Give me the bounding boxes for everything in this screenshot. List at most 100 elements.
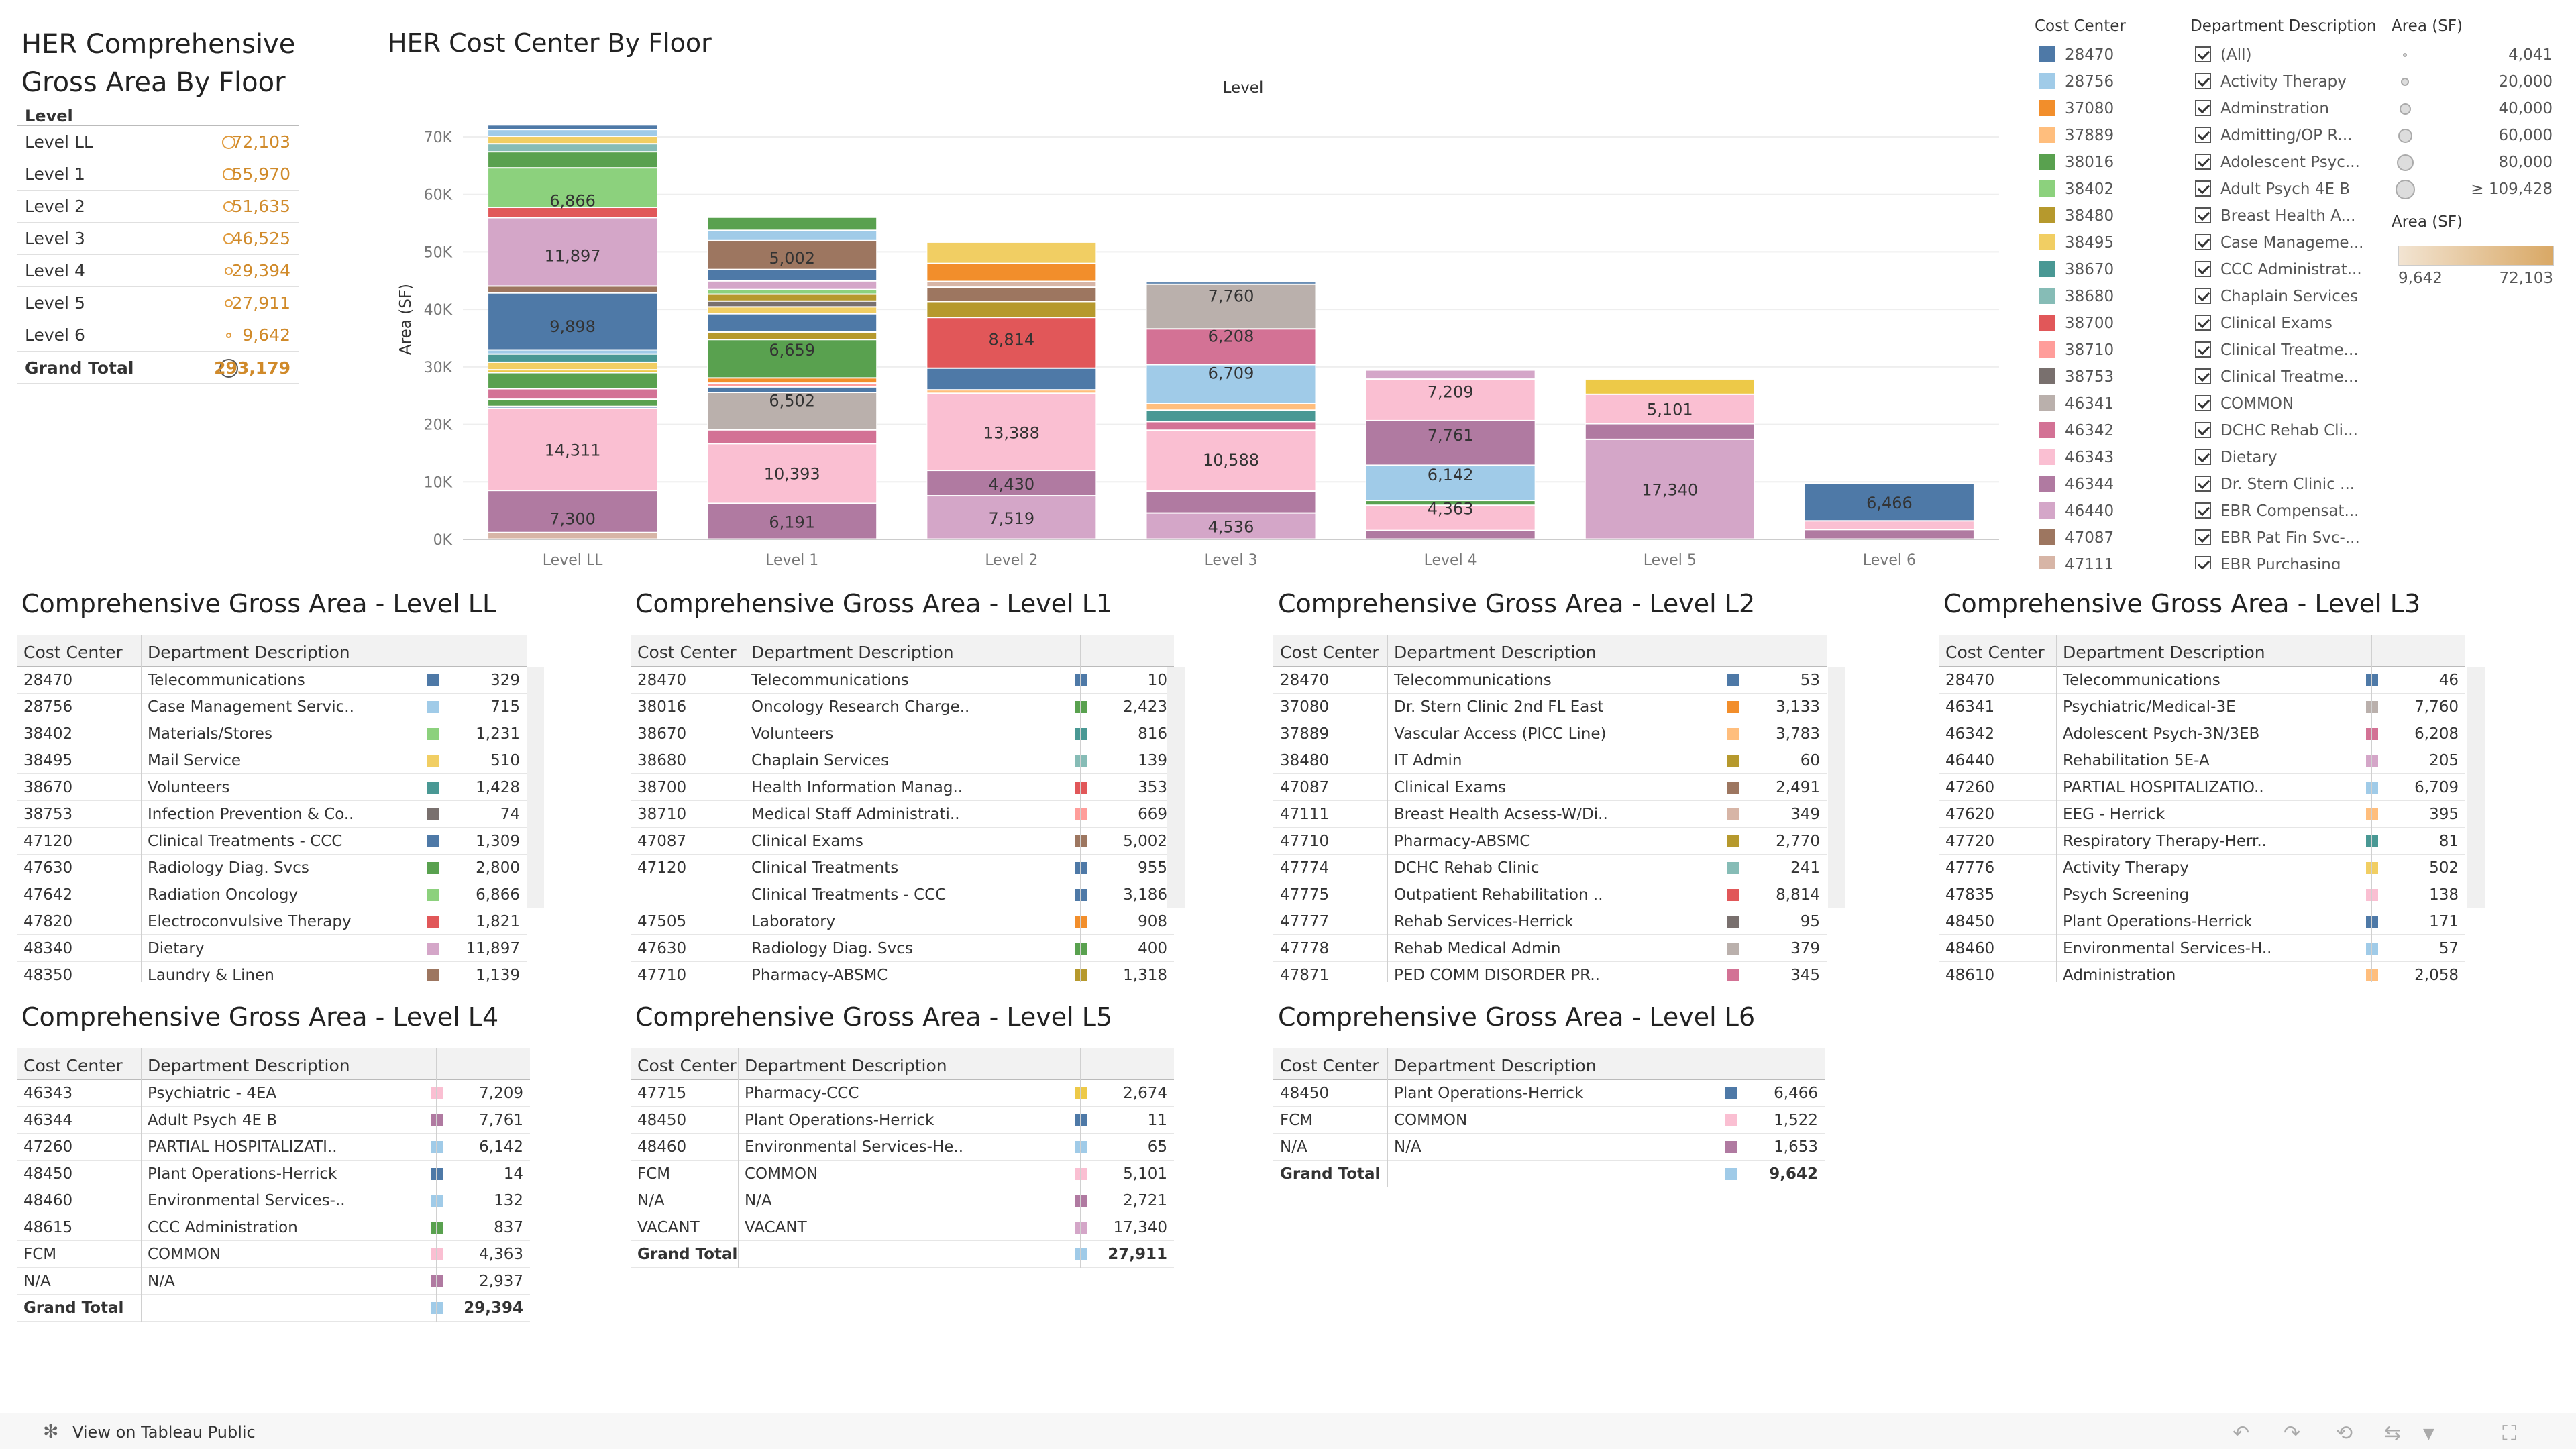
cost-center-legend-item[interactable]: 46440 — [2039, 498, 2174, 525]
table-body[interactable]: 46343 Psychiatric - 4EA 7,209 46344 Adult Ps… — [17, 1080, 530, 1322]
checkbox-checked-icon[interactable] — [2195, 233, 2211, 250]
table-row[interactable]: 47260 PARTIAL HOSPITALIZATI.. 6,142 — [17, 1134, 530, 1161]
department-filter-item[interactable]: Activity Therapy — [2195, 68, 2369, 95]
department-column-header[interactable]: Department Description — [751, 643, 954, 662]
table-row[interactable]: 38710 Medical Staff Administrati.. 669 — [631, 801, 1174, 828]
cost-center-legend-item[interactable]: 38670 — [2039, 256, 2174, 283]
table-row[interactable]: 48450 Plant Operations-Herrick 171 — [1939, 908, 2465, 935]
checkbox-checked-icon[interactable] — [2195, 153, 2211, 170]
table-row[interactable]: 46341 Psychiatric/Medical-3E 7,760 — [1939, 694, 2465, 720]
department-column-header[interactable]: Department Description — [2063, 643, 2265, 662]
department-column-header[interactable]: Department Description — [745, 1056, 947, 1075]
cost-center-legend-item[interactable]: 37080 — [2039, 95, 2174, 122]
cost-center-legend-item[interactable]: 38016 — [2039, 149, 2174, 176]
table-row[interactable]: 47776 Activity Therapy 502 — [1939, 855, 2465, 881]
table-row[interactable]: 48460 Environmental Services-He.. 65 — [631, 1134, 1174, 1161]
table-row[interactable]: 46344 Adult Psych 4E B 7,761 — [17, 1107, 530, 1134]
dropdown-icon[interactable]: ▼ — [2423, 1426, 2434, 1442]
department-filter-item[interactable]: Chaplain Services — [2195, 283, 2369, 310]
cost-center-column-header[interactable]: Cost Center — [637, 1056, 737, 1075]
department-filter-item[interactable]: Clinical Exams — [2195, 310, 2369, 337]
table-body[interactable]: 28470 Telecommunications 53 37080 Dr. Stern … — [1273, 667, 1827, 982]
table-scrollbar[interactable] — [2467, 667, 2485, 908]
stacked-bar-chart[interactable]: Level Area (SF) 0K 10K 20K 30K 40K 50K 60K 70K 7,3… — [376, 67, 1999, 577]
cost-center-legend-item[interactable]: 47111 — [2039, 551, 2174, 569]
checkbox-checked-icon[interactable] — [2195, 72, 2211, 89]
table-body[interactable]: 28470 Telecommunications 46 46341 Psychiatri… — [1939, 667, 2465, 982]
table-row[interactable]: 47087 Clinical Exams 5,002 — [631, 828, 1174, 855]
table-row[interactable]: 47620 EEG - Herrick 395 — [1939, 801, 2465, 828]
table-row[interactable]: 47775 Outpatient Rehabilitation .. 8,814 — [1273, 881, 1827, 908]
table-row[interactable]: 47087 Clinical Exams 2,491 — [1273, 774, 1827, 801]
table-scrollbar[interactable] — [1167, 667, 1185, 908]
table-row[interactable]: 47120 Clinical Treatments 955 — [631, 855, 1174, 881]
table-row[interactable]: 47630 Radiology Diag. Svcs 400 — [631, 935, 1174, 962]
department-filter-item[interactable]: Adolescent Psyc... — [2195, 149, 2369, 176]
department-column-header[interactable]: Department Description — [148, 1056, 350, 1075]
table-row[interactable]: 37080 Dr. Stern Clinic 2nd FL East 3,133 — [1273, 694, 1827, 720]
department-filter-item[interactable]: Dietary — [2195, 444, 2369, 471]
table-row[interactable]: 46343 Psychiatric - 4EA 7,209 — [17, 1080, 530, 1107]
table-row[interactable]: 47720 Respiratory Therapy-Herr.. 81 — [1939, 828, 2465, 855]
checkbox-checked-icon[interactable] — [2195, 555, 2211, 569]
table-row[interactable]: Clinical Treatments - CCC 3,186 — [631, 881, 1174, 908]
table-row[interactable]: 38680 Chaplain Services 139 — [631, 747, 1174, 774]
table-row[interactable]: 38670 Volunteers 816 — [631, 720, 1174, 747]
table-row[interactable]: 47505 Laboratory 908 — [631, 908, 1174, 935]
checkbox-checked-icon[interactable] — [2195, 529, 2211, 545]
cost-center-legend-item[interactable]: 46342 — [2039, 417, 2174, 444]
summary-row[interactable]: Level 1 55,970 — [17, 158, 299, 191]
table-row[interactable]: FCM COMMON 1,522 — [1273, 1107, 1825, 1134]
department-filter-item[interactable]: EBR Pat Fin Svc-... — [2195, 525, 2369, 551]
department-column-header[interactable]: Department Description — [148, 643, 350, 662]
checkbox-checked-icon[interactable] — [2195, 394, 2211, 411]
table-total-row[interactable]: Grand Total 27,911 — [631, 1241, 1174, 1268]
table-row[interactable]: N/A N/A 1,653 — [1273, 1134, 1825, 1161]
summary-row[interactable]: Level 5 27,911 — [17, 287, 299, 319]
checkbox-checked-icon[interactable] — [2195, 260, 2211, 277]
table-row[interactable]: 38700 Health Information Manag.. 353 — [631, 774, 1174, 801]
table-row[interactable]: 48450 Plant Operations-Herrick 6,466 — [1273, 1080, 1825, 1107]
table-row[interactable]: 37889 Vascular Access (PICC Line) 3,783 — [1273, 720, 1827, 747]
table-row[interactable]: 48460 Environmental Services-.. 132 — [17, 1187, 530, 1214]
summary-row[interactable]: Level 4 29,394 — [17, 255, 299, 287]
department-filter[interactable]: (All) Activity Therapy Adminstration Admitt… — [2195, 42, 2369, 569]
cost-center-column-header[interactable]: Cost Center — [1945, 643, 2045, 662]
department-filter-item[interactable]: Case Manageme... — [2195, 229, 2369, 256]
undo-icon[interactable]: ↶ — [2233, 1421, 2250, 1445]
table-row[interactable]: 47642 Radiation Oncology 6,866 — [17, 881, 527, 908]
table-row[interactable]: 48350 Laundry & Linen 1,139 — [17, 962, 527, 982]
table-row[interactable]: 47777 Rehab Services-Herrick 95 — [1273, 908, 1827, 935]
table-row[interactable]: 47630 Radiology Diag. Svcs 2,800 — [17, 855, 527, 881]
department-filter-item[interactable]: EBR Compensat... — [2195, 498, 2369, 525]
cost-center-legend-item[interactable]: 37889 — [2039, 122, 2174, 149]
table-row[interactable]: 38402 Materials/Stores 1,231 — [17, 720, 527, 747]
table-row[interactable]: VACANT VACANT 17,340 — [631, 1214, 1174, 1241]
checkbox-checked-icon[interactable] — [2195, 99, 2211, 116]
table-row[interactable]: 47835 Psych Screening 138 — [1939, 881, 2465, 908]
table-body[interactable]: 28470 Telecommunications 10 38016 Oncology R… — [631, 667, 1174, 982]
table-row[interactable]: 28470 Telecommunications 53 — [1273, 667, 1827, 694]
table-row[interactable]: N/A N/A 2,721 — [631, 1187, 1174, 1214]
cost-center-column-header[interactable]: Cost Center — [23, 643, 123, 662]
table-body[interactable]: 48450 Plant Operations-Herrick 6,466 FCM COM… — [1273, 1080, 1825, 1187]
table-total-row[interactable]: Grand Total 29,394 — [17, 1295, 530, 1322]
cost-center-legend-item[interactable]: 38680 — [2039, 283, 2174, 310]
checkbox-checked-icon[interactable] — [2195, 180, 2211, 197]
checkbox-checked-icon[interactable] — [2195, 207, 2211, 223]
table-body[interactable]: 28470 Telecommunications 329 28756 Case Mana… — [17, 667, 527, 982]
table-row[interactable]: 47111 Breast Health Acsess-W/Di.. 349 — [1273, 801, 1827, 828]
cost-center-column-header[interactable]: Cost Center — [1280, 1056, 1379, 1075]
summary-row[interactable]: Level LL 72,103 — [17, 126, 299, 158]
cost-center-legend-item[interactable]: 28756 — [2039, 68, 2174, 95]
department-filter-item[interactable]: Adminstration — [2195, 95, 2369, 122]
cost-center-legend-item[interactable]: 38753 — [2039, 364, 2174, 390]
checkbox-checked-icon[interactable] — [2195, 448, 2211, 465]
checkbox-checked-icon[interactable] — [2195, 421, 2211, 438]
cost-center-legend-item[interactable]: 38495 — [2039, 229, 2174, 256]
summary-row[interactable]: Level 2 51,635 — [17, 191, 299, 223]
department-column-header[interactable]: Department Description — [1394, 1056, 1597, 1075]
cost-center-legend[interactable]: 28470 28756 37080 37889 38016 38402 38480 38495… — [2039, 42, 2174, 569]
share-icon[interactable]: ⇆ — [2384, 1421, 2402, 1445]
checkbox-checked-icon[interactable] — [2195, 341, 2211, 358]
